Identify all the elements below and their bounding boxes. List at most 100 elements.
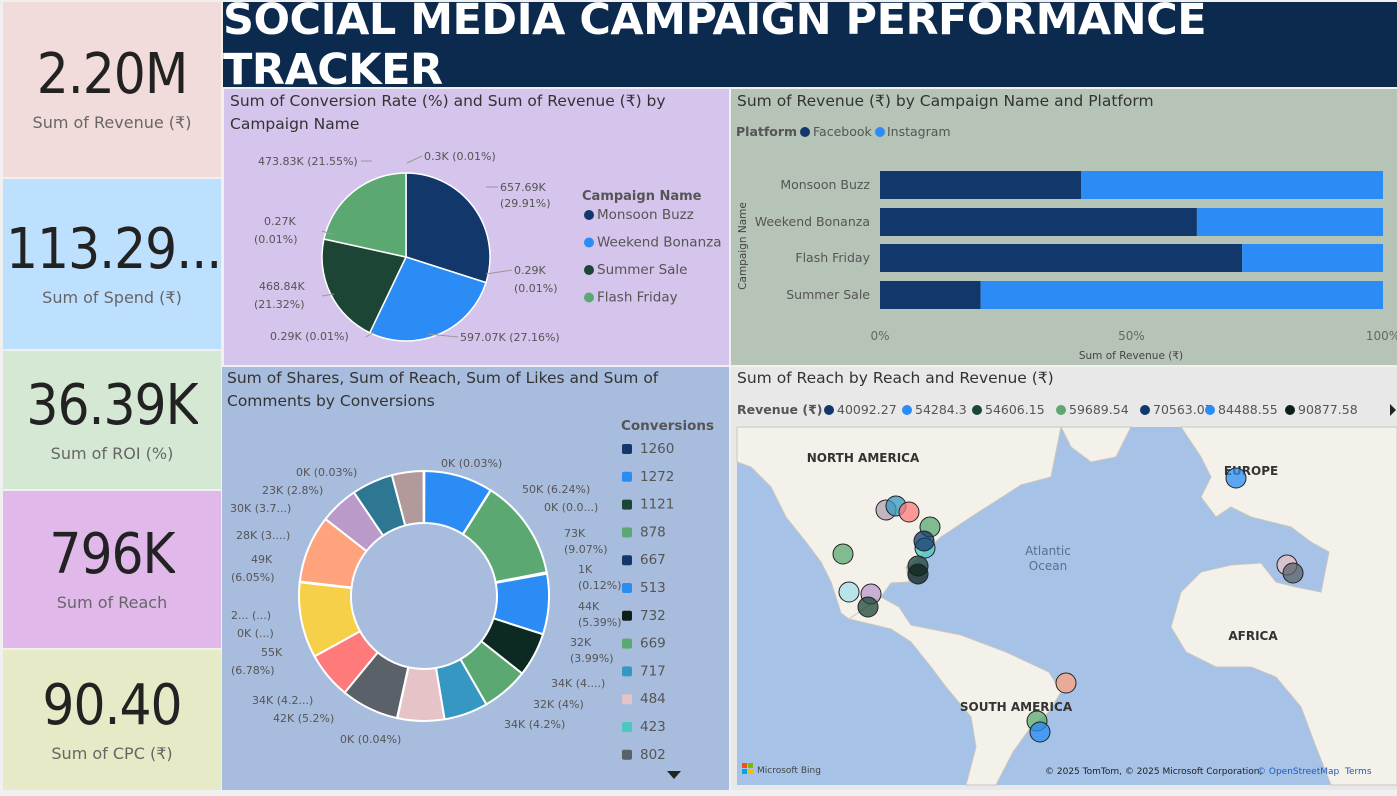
bar-facebook[interactable] — [880, 244, 1243, 272]
pie-chart[interactable]: 0.3K (0.01%) 657.69K (29.91%) 0.29K (0.01%) 5… — [224, 89, 729, 365]
donut-legend-item[interactable]: 1272 — [640, 469, 674, 485]
map-bubble[interactable] — [907, 563, 929, 585]
donut-legend-item[interactable]: 1260 — [640, 441, 674, 457]
map-legend-marker — [1285, 405, 1295, 415]
map-bubble[interactable] — [1282, 562, 1304, 584]
donut-data-label: (6.05%) — [231, 571, 275, 584]
kpi-label: Sum of ROI (%) — [50, 443, 174, 463]
osm-link[interactable]: © OpenStreetMap — [1257, 767, 1340, 777]
donut-data-label: 42K (5.2%) — [273, 712, 334, 725]
map-bubble[interactable] — [1055, 672, 1077, 694]
map-legend-item[interactable]: 59689.54 — [1069, 402, 1129, 417]
map-chart[interactable]: Revenue (₹) 40092.27 54284.3 54606.15 59689.… — [731, 367, 1397, 790]
pie-legend-marker — [584, 265, 594, 275]
bing-logo-square — [748, 763, 753, 768]
map-bubble[interactable] — [832, 543, 854, 565]
map-bubble[interactable] — [898, 501, 920, 523]
donut-legend-item[interactable]: 669 — [640, 636, 666, 652]
pie-data-label: 0.27K — [264, 215, 296, 228]
donut-data-label: 1K — [578, 563, 593, 576]
map-panel[interactable]: Sum of Reach by Reach and Revenue (₹) Re… — [731, 367, 1397, 790]
pie-leader-line — [427, 333, 459, 338]
pie-legend-item[interactable]: Weekend Bonanza — [597, 235, 722, 251]
kpi-label: Sum of Spend (₹) — [42, 287, 182, 307]
donut-data-label: 50K (6.24%) — [522, 483, 590, 496]
donut-chart-panel[interactable]: Sum of Shares, Sum of Reach, Sum of Like… — [222, 367, 729, 790]
donut-data-label: 34K (4....) — [551, 677, 605, 690]
label-north-america: NORTH AMERICA — [807, 451, 920, 465]
donut-legend-marker — [622, 666, 632, 677]
kpi-value: 796K — [49, 527, 175, 583]
pie-leader-line — [406, 155, 423, 164]
bar-instagram[interactable] — [1081, 171, 1383, 199]
scroll-down-icon[interactable] — [667, 771, 681, 779]
donut-data-label: 34K (4.2%) — [504, 718, 565, 731]
donut-data-label: 44K — [578, 600, 600, 613]
pie-leader-line — [485, 269, 513, 275]
pie-slice[interactable] — [368, 256, 487, 342]
bar-legend-title: Platform — [736, 124, 797, 139]
pie-legend-item[interactable]: Summer Sale — [597, 262, 687, 278]
donut-legend-item[interactable]: 732 — [640, 608, 666, 624]
donut-legend-item[interactable]: 513 — [640, 580, 666, 596]
pie-legend-marker — [584, 292, 594, 303]
donut-legend-marker — [622, 694, 632, 705]
map-title: Sum of Reach by Reach and Revenue (₹) — [737, 369, 1054, 387]
donut-legend-item[interactable]: 717 — [640, 663, 666, 679]
pie-slice[interactable] — [321, 238, 408, 334]
map-bubble[interactable] — [1029, 721, 1051, 743]
map-legend-item[interactable]: 84488.55 — [1218, 402, 1278, 417]
pie-data-label: (0.01%) — [514, 282, 558, 295]
map-bubble[interactable] — [1225, 467, 1247, 489]
bar-facebook[interactable] — [880, 208, 1197, 236]
bar-legend-item[interactable]: Facebook — [813, 124, 872, 139]
map-legend-item[interactable]: 54606.15 — [985, 402, 1045, 417]
donut-data-label: 23K (2.8%) — [262, 484, 323, 497]
bar-facebook[interactable] — [880, 171, 1082, 199]
pie-data-label: 0.29K (0.01%) — [270, 330, 349, 343]
bar-legend-item[interactable]: Instagram — [887, 124, 951, 139]
bar-instagram[interactable] — [980, 281, 1383, 309]
donut-data-label: 30K (3.7...) — [230, 502, 291, 515]
donut-chart[interactable]: 0K (0.03%) 50K (6.24%) 0K (0.0...) 73K (9.07… — [222, 367, 729, 790]
pie-legend-item[interactable]: Flash Friday — [597, 290, 678, 306]
map-legend-item[interactable]: 90877.58 — [1298, 402, 1358, 417]
donut-legend-item[interactable]: 423 — [640, 719, 666, 735]
donut-legend-item[interactable]: 802 — [640, 747, 666, 763]
label-south-america: SOUTH AMERICA — [960, 700, 1073, 714]
map-legend-item[interactable]: 54284.3 — [915, 402, 967, 417]
pie-chart-panel[interactable]: Sum of Conversion Rate (%) and Sum of Re… — [224, 89, 729, 365]
bar-facebook[interactable] — [880, 281, 981, 309]
kpi-roi: 36.39K Sum of ROI (%) — [3, 351, 221, 489]
bar-category-label: Monsoon Buzz — [780, 177, 870, 192]
donut-legend-item[interactable]: 484 — [640, 691, 666, 707]
map-bubble[interactable] — [857, 596, 879, 618]
pie-slice[interactable] — [323, 172, 407, 258]
pie-legend-item[interactable]: Monsoon Buzz — [597, 207, 694, 223]
donut-legend-item[interactable]: 878 — [640, 524, 666, 540]
bar-instagram[interactable] — [1196, 208, 1383, 236]
map-legend-marker — [824, 405, 834, 415]
map-bubble[interactable] — [913, 530, 935, 552]
donut-data-label: (9.07%) — [564, 543, 608, 556]
bing-logo-square — [742, 763, 747, 768]
map-bubble[interactable] — [838, 581, 860, 603]
donut-data-label: 0K (0.03%) — [296, 466, 357, 479]
bar-tick-label: 100% — [1366, 329, 1397, 343]
bar-chart[interactable]: Platform Facebook Instagram Monsoon Buzz Wee… — [731, 89, 1397, 365]
map-legend-marker — [1205, 405, 1215, 415]
pie-data-label: (21.32%) — [254, 298, 305, 311]
kpi-reach: 796K Sum of Reach — [3, 491, 221, 648]
bar-tick-label: 0% — [870, 329, 889, 343]
legend-next-icon[interactable] — [1390, 404, 1396, 416]
kpi-value: 90.40 — [42, 677, 182, 734]
donut-legend-item[interactable]: 667 — [640, 552, 666, 568]
terms-link[interactable]: Terms — [1344, 767, 1372, 777]
donut-data-label: (5.39%) — [578, 616, 622, 629]
bar-instagram[interactable] — [1242, 244, 1383, 272]
map-legend-item[interactable]: 70563.07 — [1153, 402, 1213, 417]
map-legend-item[interactable]: 40092.27 — [837, 402, 897, 417]
donut-legend-item[interactable]: 1121 — [640, 497, 674, 513]
bar-chart-panel[interactable]: Sum of Revenue (₹) by Campaign Name and … — [731, 89, 1397, 365]
pie-slice[interactable] — [405, 172, 491, 284]
